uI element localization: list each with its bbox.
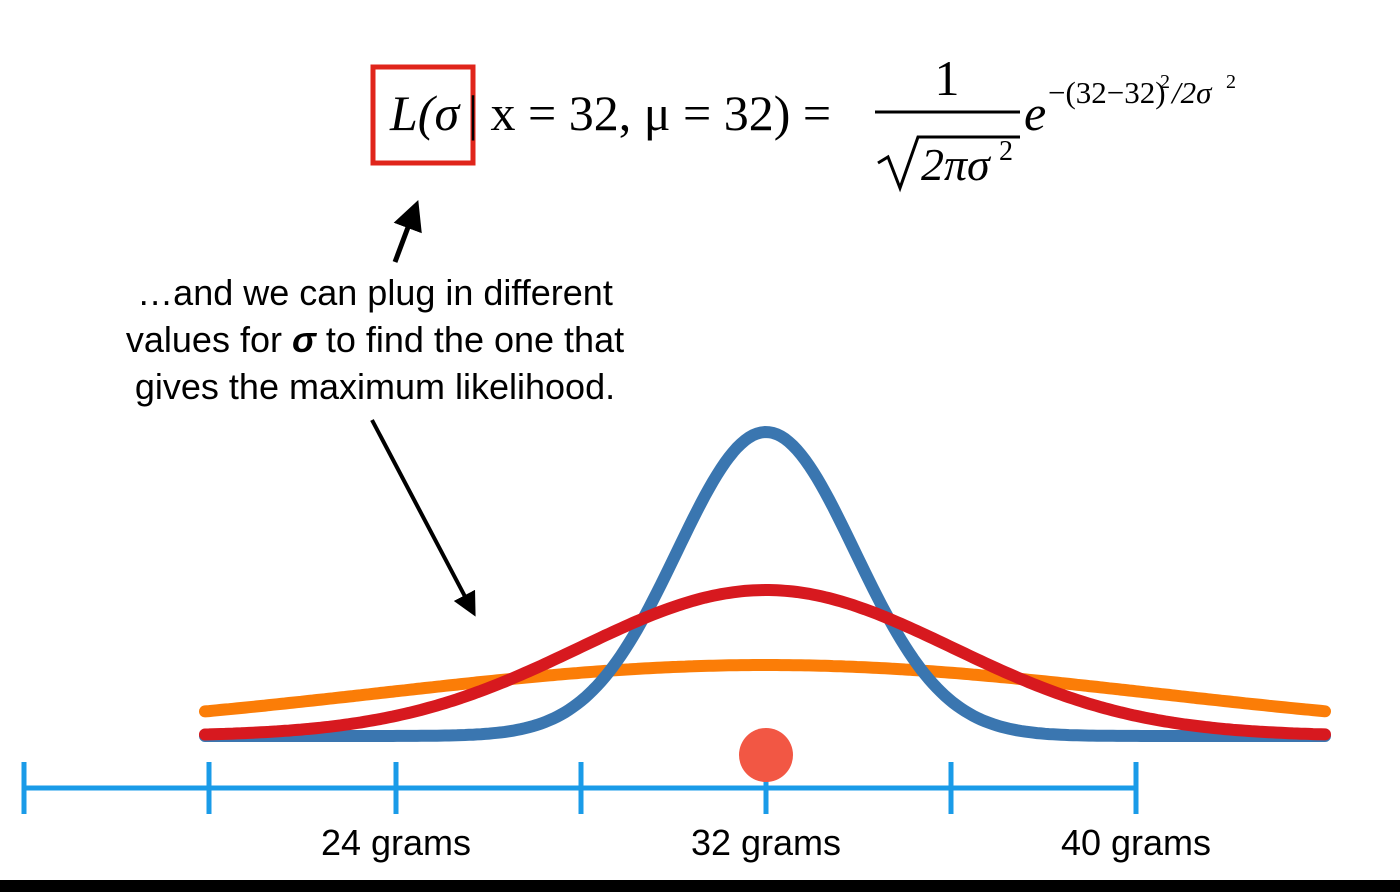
formula-given: | x = 32, μ = 32) =	[468, 85, 831, 141]
annotation-line: gives the maximum likelihood.	[135, 366, 615, 407]
formula-exp-base: e	[1024, 85, 1046, 141]
axis-label: 32 grams	[691, 822, 841, 863]
axis-label: 24 grams	[321, 822, 471, 863]
curves	[199, 425, 1331, 742]
formula-exponent-power: 2	[1160, 71, 1170, 93]
annotation-line: values for σ to find the one that	[126, 319, 624, 360]
arrow-up	[392, 199, 422, 263]
data-point	[739, 728, 793, 782]
medium-curve	[199, 584, 1331, 741]
axis-label: 40 grams	[1061, 822, 1211, 863]
highlight-box	[370, 64, 476, 166]
formula-exponent: −(32−32)	[1048, 75, 1166, 110]
annotation-text: values for	[126, 319, 292, 360]
annotation-text: to find the one that	[316, 319, 624, 360]
formula-denominator: 2πσ	[921, 139, 992, 190]
formula-numerator: 1	[935, 50, 960, 106]
annotation-symbol: σ	[292, 319, 318, 360]
formula-exponent-tail-power: 2	[1226, 71, 1236, 93]
sqrt-sign	[877, 135, 1020, 193]
bottom-bar	[0, 880, 1400, 892]
arrow-down	[370, 419, 476, 617]
annotation-line: …and we can plug in different	[137, 272, 613, 313]
formula-exponent-tail: /2σ	[1170, 75, 1213, 110]
number-line	[21, 762, 1139, 814]
wide-curve	[199, 659, 1331, 718]
formula-denominator-power: 2	[999, 136, 1013, 167]
narrow-curve	[199, 425, 1331, 742]
formula-lhs: L(σ	[389, 85, 461, 141]
